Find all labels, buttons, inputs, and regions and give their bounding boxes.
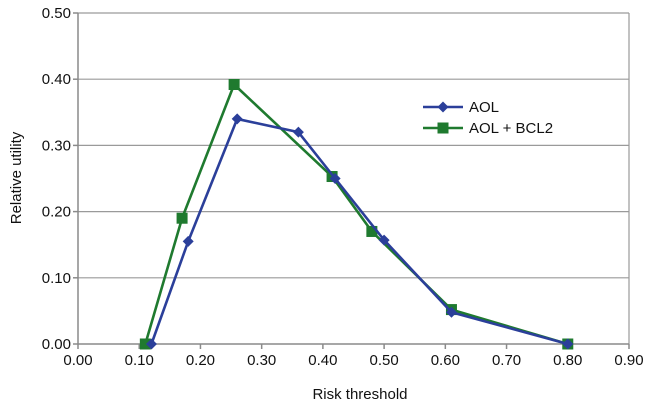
data-point — [366, 225, 378, 237]
legend-marker — [437, 101, 449, 113]
series-layer — [139, 78, 574, 350]
x-tick-label: 0.80 — [553, 352, 582, 369]
y-tick-label: 0.30 — [42, 137, 71, 154]
y-tick-label: 0.00 — [42, 336, 71, 353]
data-point — [329, 173, 341, 184]
data-point — [228, 78, 240, 90]
series-line — [150, 117, 569, 346]
legend-label: AOL — [469, 99, 499, 116]
series-aol — [145, 113, 574, 350]
y-tick-label: 0.10 — [42, 270, 71, 287]
x-axis-title: Risk threshold — [312, 386, 407, 403]
legend: AOL AOL + BCL2 — [423, 99, 553, 137]
y-axis-title: Relative utility — [8, 131, 25, 224]
data-point — [292, 126, 304, 138]
legend-marker — [437, 122, 449, 134]
data-point — [176, 212, 188, 224]
grid-layer — [78, 12, 630, 344]
data-point — [139, 338, 151, 350]
data-point — [562, 338, 574, 350]
x-tick-label: 0.00 — [63, 352, 92, 369]
data-point — [378, 234, 390, 246]
data-point — [231, 113, 243, 125]
x-tick-label: 0.70 — [492, 352, 521, 369]
x-tick-label: 0.40 — [308, 352, 337, 369]
axis-layer: 0.00 0.10 0.20 0.30 0.40 0.50 0.00 0.10 0.20 0.30… — [42, 5, 644, 369]
x-tick-label: 0.30 — [247, 352, 276, 369]
legend-item: AOL — [423, 99, 499, 116]
x-tick-label: 0.10 — [125, 352, 154, 369]
legend-item: AOL + BCL2 — [423, 120, 553, 137]
legend-label: AOL + BCL2 — [469, 120, 553, 137]
x-tick-label: 0.90 — [614, 352, 643, 369]
data-point — [145, 338, 157, 350]
x-tick-label: 0.50 — [370, 352, 399, 369]
data-point — [445, 306, 457, 318]
x-tick-label: 0.60 — [431, 352, 460, 369]
y-tick-label: 0.40 — [42, 71, 71, 88]
x-tick-label: 0.20 — [186, 352, 215, 369]
y-tick-label: 0.20 — [42, 204, 71, 221]
data-point — [182, 235, 194, 247]
y-tick-label: 0.50 — [42, 5, 71, 22]
